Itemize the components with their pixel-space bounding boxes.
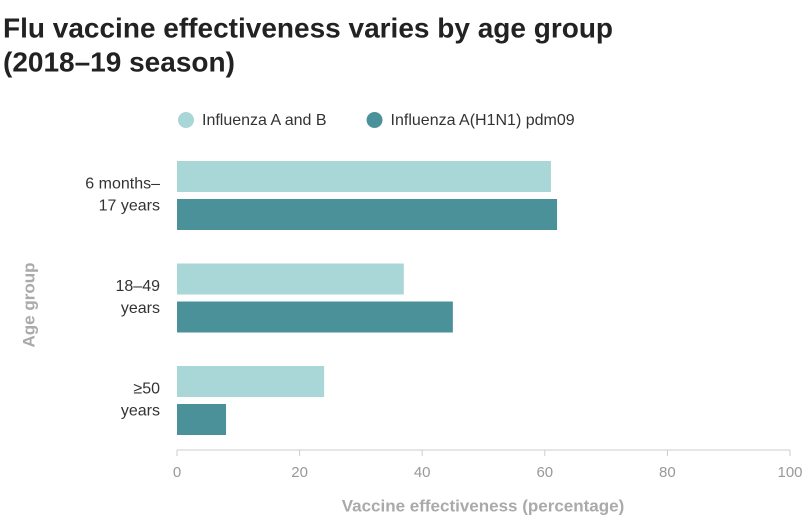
x-tick-label: 100 — [777, 464, 802, 481]
bar — [177, 161, 551, 192]
chart-title: (2018–19 season) — [3, 46, 235, 77]
y-tick-label: ≥50 — [133, 381, 160, 398]
bar — [177, 301, 453, 333]
x-tick-label: 20 — [291, 464, 308, 481]
bar — [177, 366, 325, 397]
legend-label: Influenza A(H1N1) pdm09 — [391, 112, 575, 129]
bar — [177, 263, 404, 295]
y-tick-label: years — [121, 403, 160, 420]
legend-swatch — [178, 112, 194, 128]
x-tick-label: 40 — [414, 464, 431, 481]
y-tick-label: 18–49 — [116, 278, 161, 295]
bar — [177, 199, 558, 230]
bar — [177, 404, 227, 435]
y-tick-label: years — [121, 300, 160, 317]
x-axis-label: Vaccine effectiveness (percentage) — [342, 496, 625, 515]
legend-swatch — [366, 112, 383, 128]
y-tick-label: 6 months– — [85, 176, 160, 193]
x-tick-label: 60 — [536, 464, 553, 481]
legend-label: Influenza A and B — [202, 112, 327, 129]
y-tick-label: 17 years — [99, 198, 160, 215]
chart-title: Flu vaccine effectiveness varies by age … — [3, 12, 613, 43]
x-tick-label: 0 — [173, 464, 181, 481]
y-axis-label: Age group — [19, 263, 38, 348]
x-tick-label: 80 — [659, 464, 676, 481]
